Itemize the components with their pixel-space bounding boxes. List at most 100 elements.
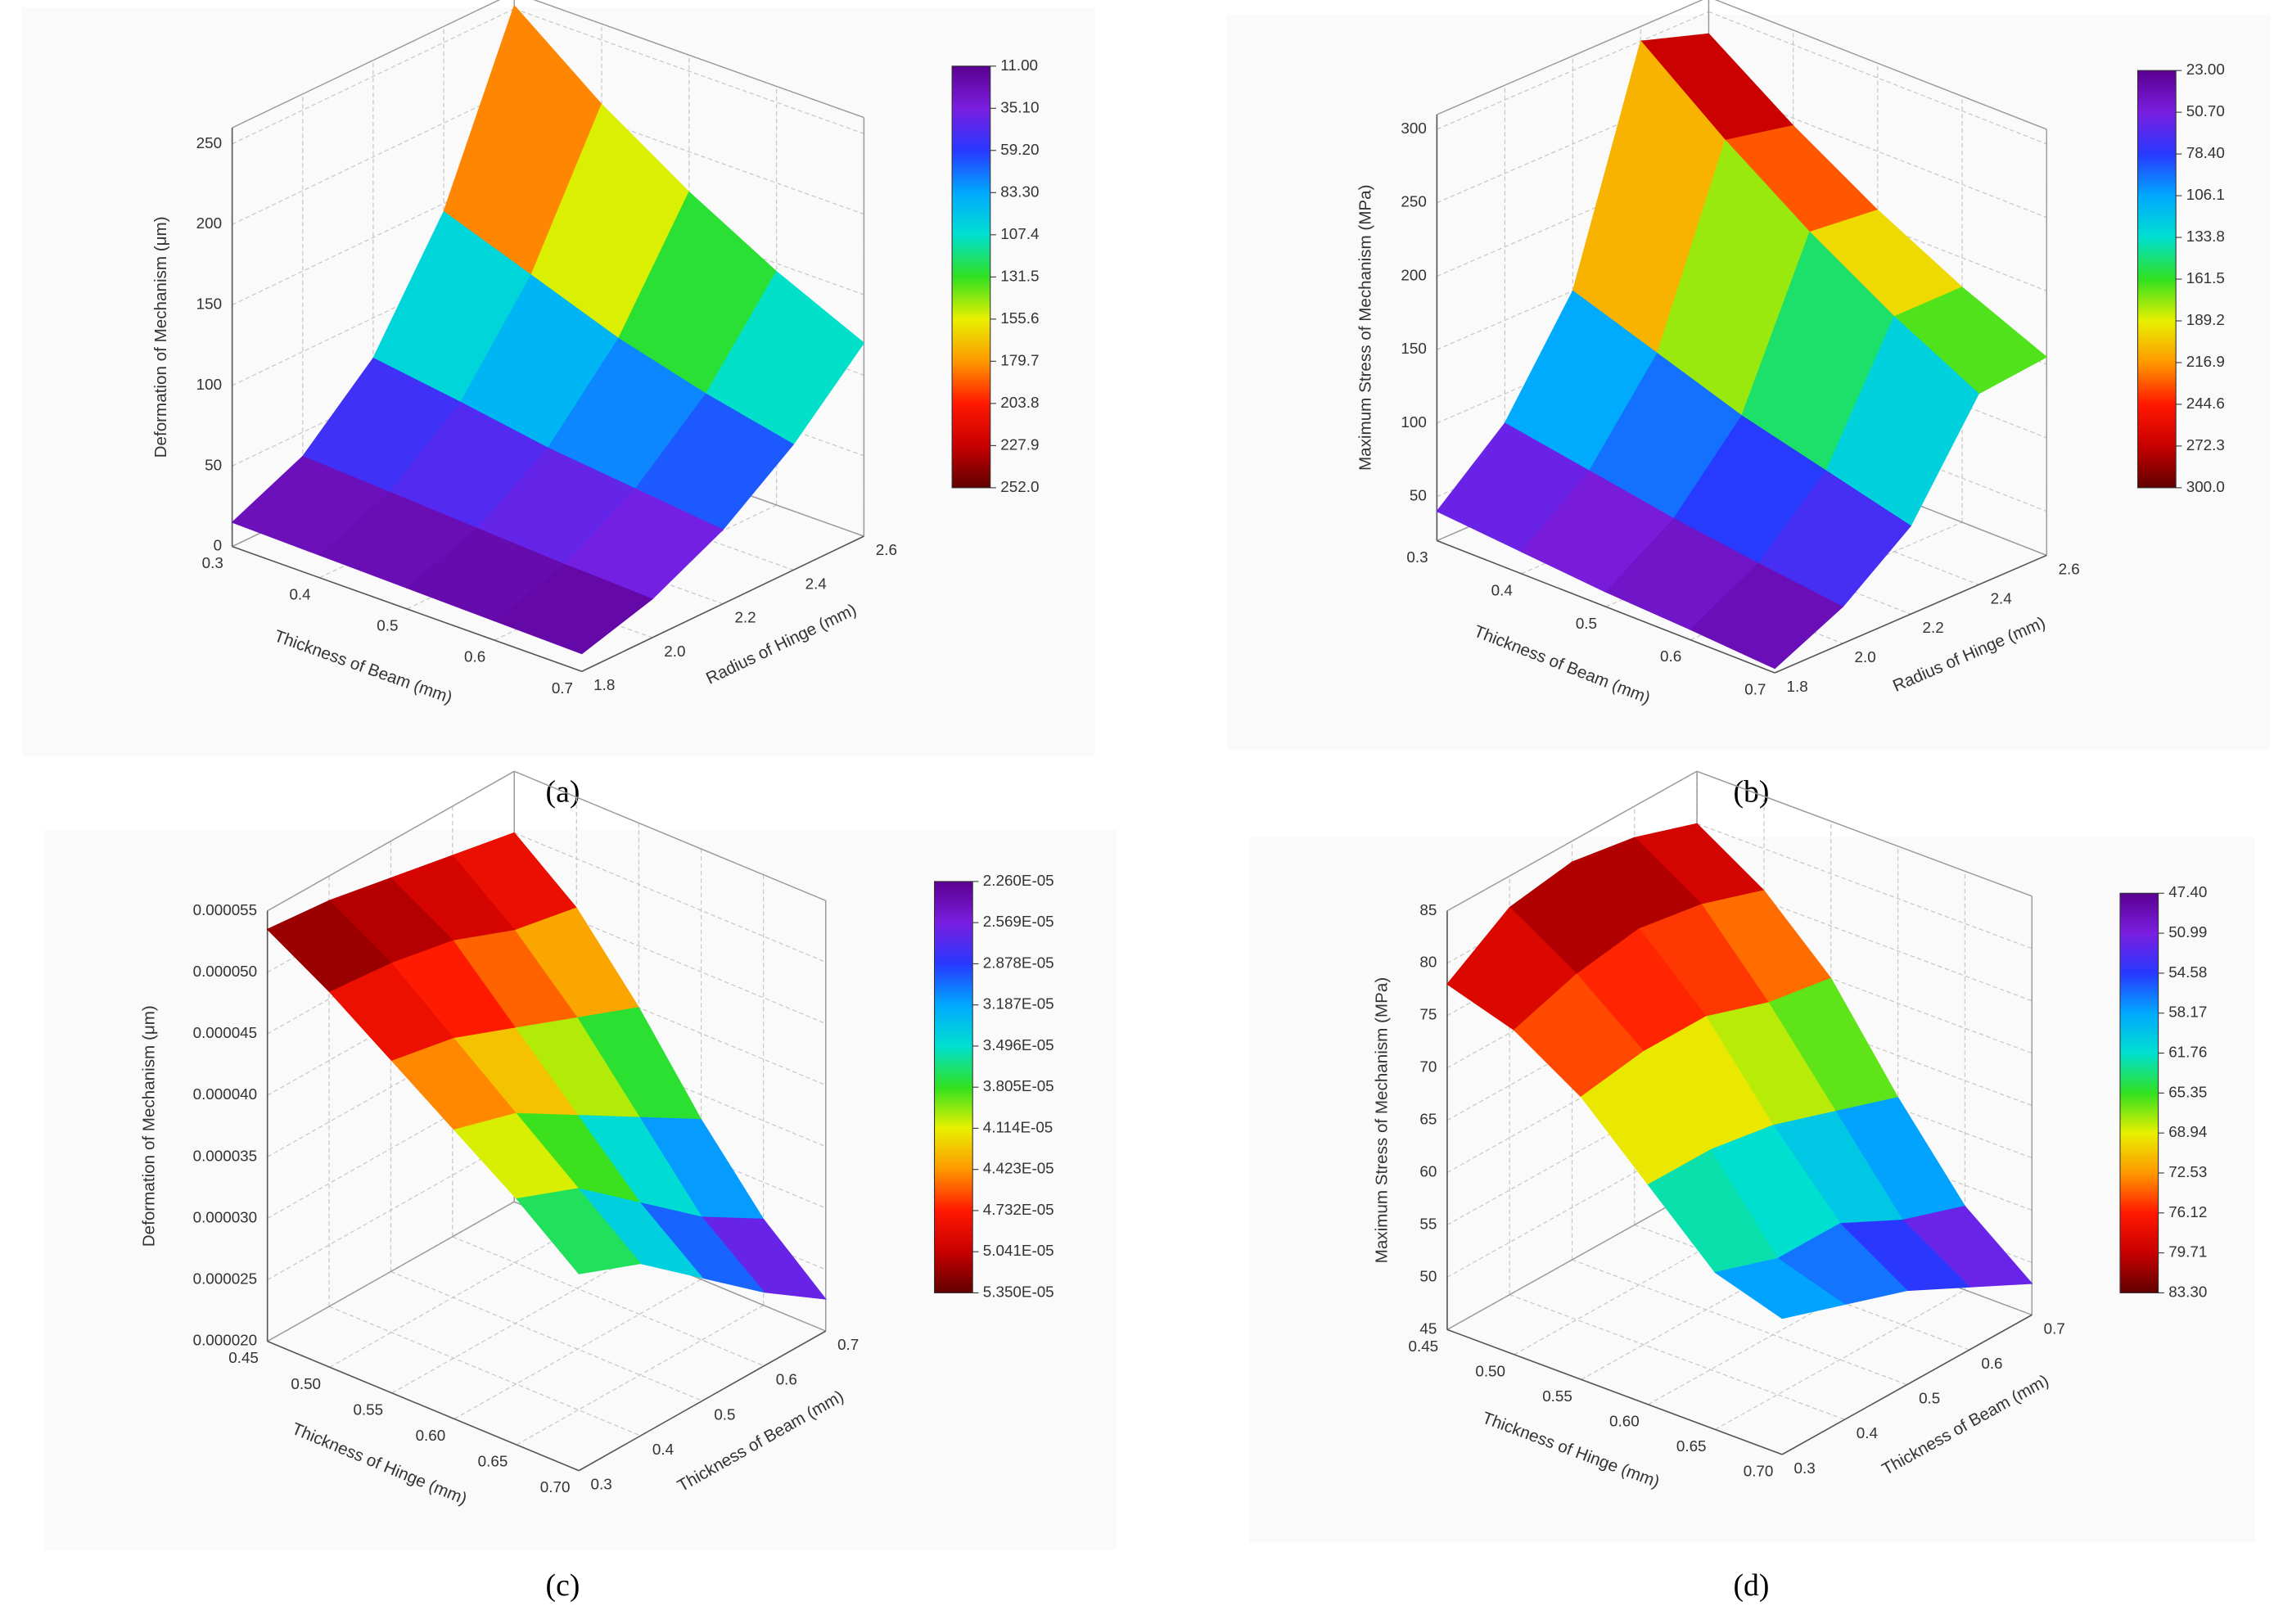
y-axis <box>581 535 864 672</box>
z-tick-label: 0.000020 <box>193 1332 258 1349</box>
z-tick-label: 0.000050 <box>193 963 258 980</box>
colorbar-tick-label: 83.30 <box>2168 1283 2207 1300</box>
surface-patch <box>493 564 654 655</box>
colorbar-tick-label: 272.3 <box>2186 436 2225 453</box>
colorbar-tick-label: 133.8 <box>2186 228 2225 245</box>
grid-line <box>267 1139 515 1281</box>
colorbar <box>2136 70 2177 489</box>
panel-caption: (a) <box>546 775 580 810</box>
grid-line <box>516 1304 764 1446</box>
grid-line <box>232 88 515 225</box>
z-tick-label: 200 <box>1401 266 1426 283</box>
y-tick-label: 0.6 <box>776 1371 797 1388</box>
z-tick-label: 150 <box>1401 340 1426 357</box>
colorbar-tick-label: 35.10 <box>1000 98 1039 115</box>
x-tick-label: 0.5 <box>1576 615 1597 632</box>
panel: 0.45 0.50 0.55 0.60 0.65 0.70 0.3 0.4 0.5 0.6 0.7 0… <box>43 770 1117 1550</box>
z-tick-label: 0.000055 <box>193 901 258 918</box>
colorbar-tick-label: 65.35 <box>2168 1083 2207 1100</box>
panel: 0.45 0.50 0.55 0.60 0.65 0.70 0.3 0.4 0.5 0.6 0.7 4… <box>1248 770 2256 1543</box>
colorbar-tick-label: 76.12 <box>2168 1203 2207 1220</box>
colorbar-tick-label: 23.00 <box>2186 61 2225 78</box>
z-tick-label: 50 <box>1419 1267 1437 1284</box>
grid-line <box>1696 823 2033 950</box>
x-tick-label: 0.70 <box>540 1478 571 1495</box>
box-edge <box>533 0 864 119</box>
x-axis <box>1437 539 1775 674</box>
z-tick-label: 45 <box>1419 1320 1437 1337</box>
x-tick-label: 0.45 <box>228 1349 259 1366</box>
y-tick-label: 0.7 <box>2044 1320 2065 1337</box>
x-tick-label: 0.45 <box>1409 1338 1439 1355</box>
box-edge <box>267 1201 515 1342</box>
z-tick-label: 250 <box>196 134 222 151</box>
x-tick-label: 0.6 <box>1660 647 1681 665</box>
colorbar-tick-label: 161.5 <box>2186 269 2225 286</box>
box-edge <box>513 770 827 901</box>
z-axis-label: Maximum Stress of Mechanism (MPa) <box>1372 977 1391 1264</box>
box-edge <box>267 770 515 912</box>
grid-line <box>514 8 864 134</box>
colorbar-tick-label: 11.00 <box>1000 56 1038 74</box>
z-tick-label: 0.000040 <box>193 1085 258 1103</box>
colorbar-tick-label: 189.2 <box>2186 311 2225 328</box>
colorbar-tick-label: 2.260E-05 <box>983 872 1054 889</box>
colorbar-tick-label: 5.041E-05 <box>983 1242 1054 1259</box>
z-axis-label: Deformation of Mechanism (μm) <box>151 216 170 458</box>
y-axis <box>578 1330 827 1472</box>
z-tick-label: 85 <box>1419 901 1437 918</box>
colorbar <box>951 65 991 489</box>
y-tick-label: 0.5 <box>1919 1390 1940 1407</box>
x-tick-label: 0.70 <box>1744 1462 1774 1479</box>
y-tick-label: 2.0 <box>1855 648 1876 665</box>
colorbar-tick-label: 50.99 <box>2168 923 2207 941</box>
z-tick-label: 55 <box>1419 1215 1437 1232</box>
panel-caption: (c) <box>546 1568 580 1603</box>
y-tick-label: 1.8 <box>593 676 615 693</box>
x-tick-label: 0.7 <box>552 679 573 697</box>
x-axis <box>232 545 583 672</box>
z-tick-label: 70 <box>1419 1058 1437 1076</box>
grid-line <box>513 1017 826 1148</box>
colorbar-tick-label: 155.6 <box>1000 309 1039 327</box>
y-tick-label: 2.6 <box>876 541 897 558</box>
x-tick-label: 0.60 <box>1609 1412 1640 1429</box>
x-tick-label: 0.5 <box>377 616 398 634</box>
colorbar-tick-label: 61.76 <box>2168 1044 2207 1061</box>
panel: 0.3 0.4 0.5 0.6 0.7 1.8 2.0 2.2 2.4 2.6 0 50 100 150 2… <box>21 0 1095 757</box>
colorbar <box>934 881 973 1293</box>
x-axis <box>1446 1329 1783 1455</box>
z-tick-label: 250 <box>1401 193 1426 210</box>
grid-line <box>232 8 515 145</box>
colorbar-tick-label: 4.732E-05 <box>983 1201 1054 1218</box>
colorbar-tick-label: 79.71 <box>2168 1243 2207 1261</box>
x-tick-label: 0.7 <box>1744 681 1766 698</box>
x-tick-label: 0.50 <box>1475 1362 1505 1379</box>
z-tick-label: 60 <box>1419 1162 1437 1180</box>
colorbar-tick-label: 54.58 <box>2168 963 2207 981</box>
x-tick-label: 0.6 <box>464 648 485 665</box>
colorbar-tick-label: 83.30 <box>1000 183 1039 200</box>
box-edge <box>1696 770 2033 897</box>
colorbar-tick-label: 72.53 <box>2168 1163 2207 1180</box>
grid-line <box>513 832 826 963</box>
box-edge <box>1714 0 2047 130</box>
z-tick-label: 0.000030 <box>193 1208 258 1225</box>
z-axis-label: Maximum Stress of Mechanism (MPa) <box>1356 184 1375 471</box>
x-tick-label: 0.4 <box>289 585 310 602</box>
z-tick-label: 80 <box>1419 954 1437 971</box>
z-tick-label: 100 <box>1401 413 1426 431</box>
y-axis <box>1774 554 2047 674</box>
y-tick-label: 2.4 <box>805 575 827 592</box>
z-tick-label: 50 <box>205 456 222 473</box>
x-tick-label: 0.4 <box>1491 581 1513 598</box>
y-tick-label: 1.8 <box>1787 678 1808 695</box>
surface-patch <box>1690 562 1844 670</box>
y-tick-label: 2.0 <box>664 643 685 660</box>
y-axis <box>1781 1314 2033 1455</box>
y-tick-label: 0.6 <box>1981 1355 2002 1372</box>
colorbar-tick-label: 203.8 <box>1000 394 1039 411</box>
box-edge <box>1437 0 1703 115</box>
colorbar-tick-label: 227.9 <box>1000 435 1039 453</box>
